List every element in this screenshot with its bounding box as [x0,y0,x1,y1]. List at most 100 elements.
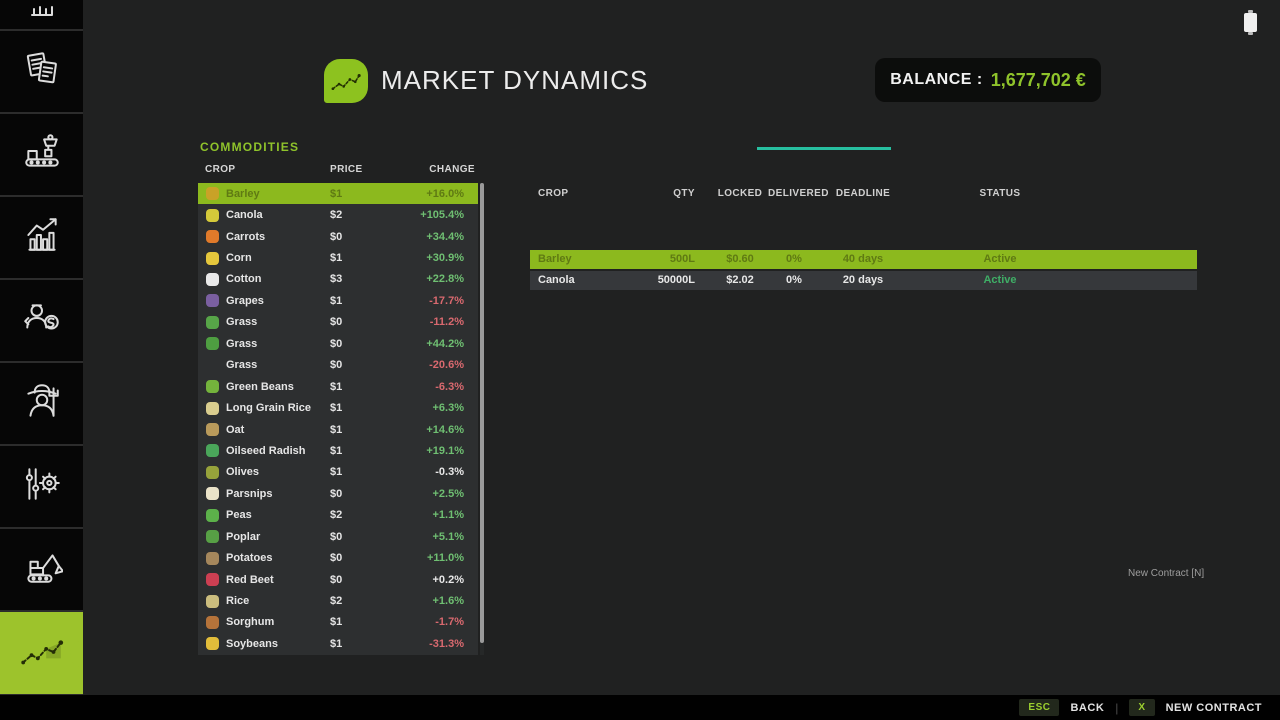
commodity-row[interactable]: Barley $1 +16.0% [198,183,478,205]
sidebar-item-settings[interactable] [0,446,83,527]
new-contract-button[interactable]: NEW CONTRACT [1165,701,1262,714]
crop-price: $0 [330,552,343,565]
commodity-row[interactable]: Grass $0 -11.2% [198,312,478,333]
commodity-row[interactable]: Grapes $1 -17.7% [198,290,478,311]
balance-label: BALANCE : [890,71,983,88]
commodity-row[interactable]: Peas $2 +1.1% [198,505,478,526]
finances-icon [21,297,63,344]
crop-price: $1 [330,466,343,479]
farmer-icon [21,380,63,427]
commodity-row[interactable]: Oat $1 +14.6% [198,419,478,440]
crop-icon [206,272,219,286]
sidebar-item-farmer[interactable] [0,363,83,444]
commodity-row[interactable]: Red Beet $0 +0.2% [198,569,478,590]
sidebar-item-construction[interactable] [0,529,83,610]
commodity-row[interactable]: Grass $0 +44.2% [198,333,478,354]
crop-name: Potatoes [226,552,273,565]
commodity-row[interactable]: Canola $2 +105.4% [198,204,478,225]
crop-change: -17.7% [429,294,464,307]
crop-change: +105.4% [420,209,464,222]
x-keycap[interactable]: X [1129,699,1155,716]
crop-icon [206,294,219,308]
commodity-row[interactable]: Corn $1 +30.9% [198,247,478,268]
crop-icon [206,573,219,587]
sidebar-item-statistics[interactable] [0,197,83,278]
crop-icon [206,380,219,394]
contract-deadline: 40 days [842,253,884,265]
crop-price: $0 [330,487,343,500]
production-icon [21,131,63,178]
crop-icon [206,337,219,351]
commodity-row[interactable]: Soybeans $1 -31.3% [198,633,478,654]
contract-row[interactable]: Barley 500L $0.60 0% 40 days Active [530,250,1197,269]
new-contract-hint: New Contract [N] [1128,568,1205,579]
commodity-row[interactable]: Potatoes $0 +11.0% [198,547,478,568]
sidebar-item-market-dynamics[interactable] [0,612,83,694]
crop-name: Canola [226,209,263,222]
contract-qty: 500L [669,253,695,265]
crop-name: Green Beans [226,380,294,393]
commodity-row[interactable]: Oilseed Radish $1 +19.1% [198,440,478,461]
contract-row[interactable]: Canola 50000L $2.02 0% 20 days Active [530,271,1197,290]
crop-name: Grapes [226,294,264,307]
crop-name: Long Grain Rice [226,402,311,415]
crop-name: Peas [226,509,252,522]
crop-change: -6.3% [435,380,464,393]
commodities-scrollbar[interactable] [480,183,484,655]
column-header-deadline: DEADLINE [835,188,891,199]
column-header-crop: CROP [538,188,569,199]
commodity-row[interactable]: Olives $1 -0.3% [198,462,478,483]
crop-change: +22.8% [426,273,464,286]
commodities-table-header: CROP PRICE CHANGE [198,164,478,179]
crop-name: Carrots [226,230,266,243]
contract-crop: Canola [538,274,575,286]
crop-icon [206,187,219,201]
crop-name: Parsnips [226,487,273,500]
tab[interactable] [631,118,765,150]
crop-name: Sorghum [226,616,275,629]
commodity-row[interactable]: Grass $0 -20.6% [198,355,478,376]
crop-change: -1.7% [435,616,464,629]
contracts-documents-icon [21,48,63,95]
crop-change: +6.3% [432,402,465,415]
sidebar-item-contracts[interactable] [0,31,83,112]
sidebar-item-finances[interactable] [0,280,83,361]
page-title: MARKET DYNAMICS [381,65,649,95]
crop-name: Soybeans [226,637,278,650]
crop-price: $0 [330,530,343,543]
commodity-row[interactable]: Sorghum $1 -1.7% [198,612,478,633]
scrollbar-thumb[interactable] [480,183,484,643]
crop-change: +1.6% [432,595,465,608]
commodity-row[interactable]: Long Grain Rice $1 +6.3% [198,397,478,418]
sidebar [0,0,83,695]
market-dynamics-icon [19,635,65,672]
crop-icon [206,508,219,522]
footer-divider: | [1115,700,1119,715]
commodity-row[interactable]: Cotton $3 +22.8% [198,269,478,290]
back-button[interactable]: BACK [1070,701,1105,714]
logo-trend-icon [331,74,361,91]
crop-icon [206,401,219,415]
esc-keycap[interactable]: ESC [1019,699,1060,716]
crop-change: +14.6% [426,423,464,436]
column-header-locked: LOCKED [717,188,763,199]
crop-icon [206,230,219,244]
sidebar-item-top-cut[interactable] [0,0,83,29]
crop-name: Poplar [226,530,261,543]
crop-price: $1 [330,380,343,393]
cut-top-icon [22,5,62,24]
contract-delivered: 0% [786,253,802,265]
commodity-row[interactable]: Poplar $0 +5.1% [198,526,478,547]
crop-name: Oat [226,423,245,436]
crop-price: $0 [330,359,343,372]
commodity-row[interactable]: Carrots $0 +34.4% [198,226,478,247]
commodity-row[interactable]: Parsnips $0 +2.5% [198,483,478,504]
crop-icon [206,615,219,629]
sidebar-item-production[interactable] [0,114,83,195]
commodity-row[interactable]: Green Beans $1 -6.3% [198,376,478,397]
phone-icon[interactable] [1244,10,1257,35]
crop-price: $0 [330,337,343,350]
commodity-row[interactable]: Rice $2 +1.6% [198,590,478,611]
crop-change: +0.2% [432,573,465,586]
tab[interactable] [757,118,891,150]
